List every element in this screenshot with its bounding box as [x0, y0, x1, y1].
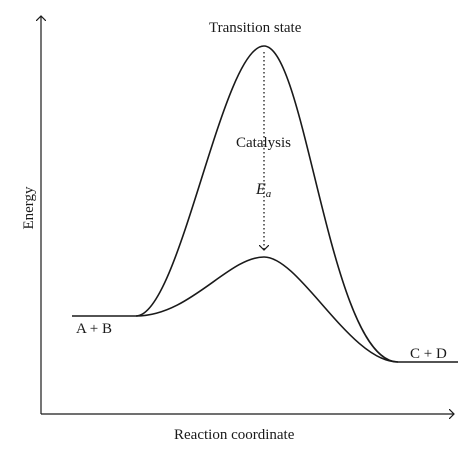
y-axis-label: Energy	[21, 186, 37, 230]
ea-symbol: E	[256, 181, 266, 198]
catalyzed-curve	[135, 256, 399, 363]
activation-energy-label: Ea	[256, 182, 271, 200]
catalysis-label: Catalysis	[236, 135, 291, 151]
ea-subscript: a	[265, 188, 272, 200]
uncatalyzed-curve	[72, 45, 458, 363]
reactants-label: A + B	[76, 321, 112, 337]
transition-state-label: Transition state	[209, 20, 302, 36]
products-label: C + D	[410, 346, 447, 362]
x-axis-label: Reaction coordinate	[174, 427, 295, 443]
